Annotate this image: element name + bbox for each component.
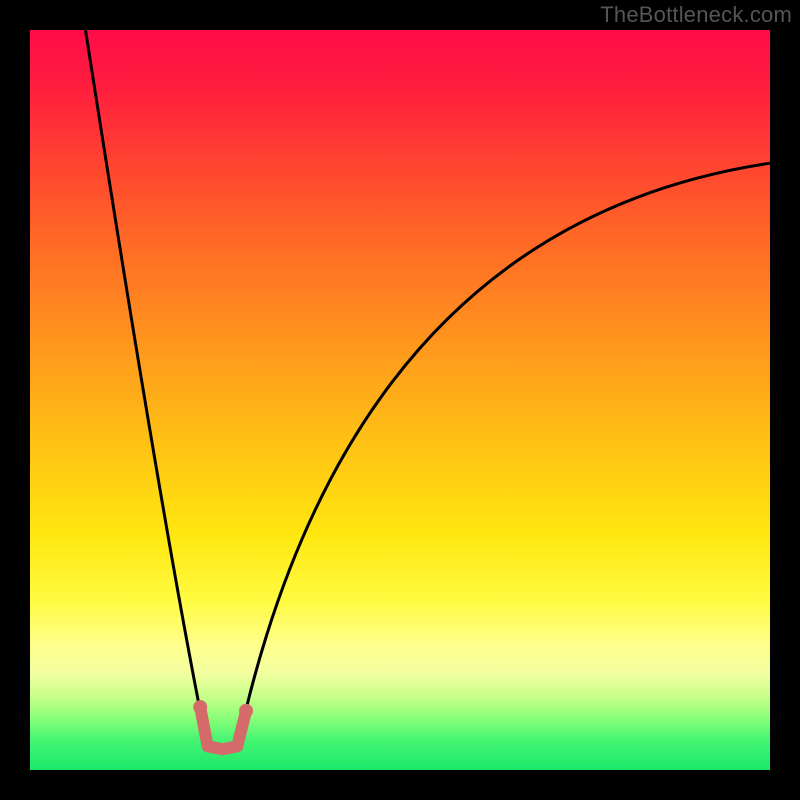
chart-container: TheBottleneck.com <box>0 0 800 800</box>
bottleneck-chart <box>0 0 800 800</box>
watermark-text: TheBottleneck.com <box>600 2 792 28</box>
highlight-marker-left <box>193 700 207 714</box>
highlight-marker-right <box>239 704 253 718</box>
